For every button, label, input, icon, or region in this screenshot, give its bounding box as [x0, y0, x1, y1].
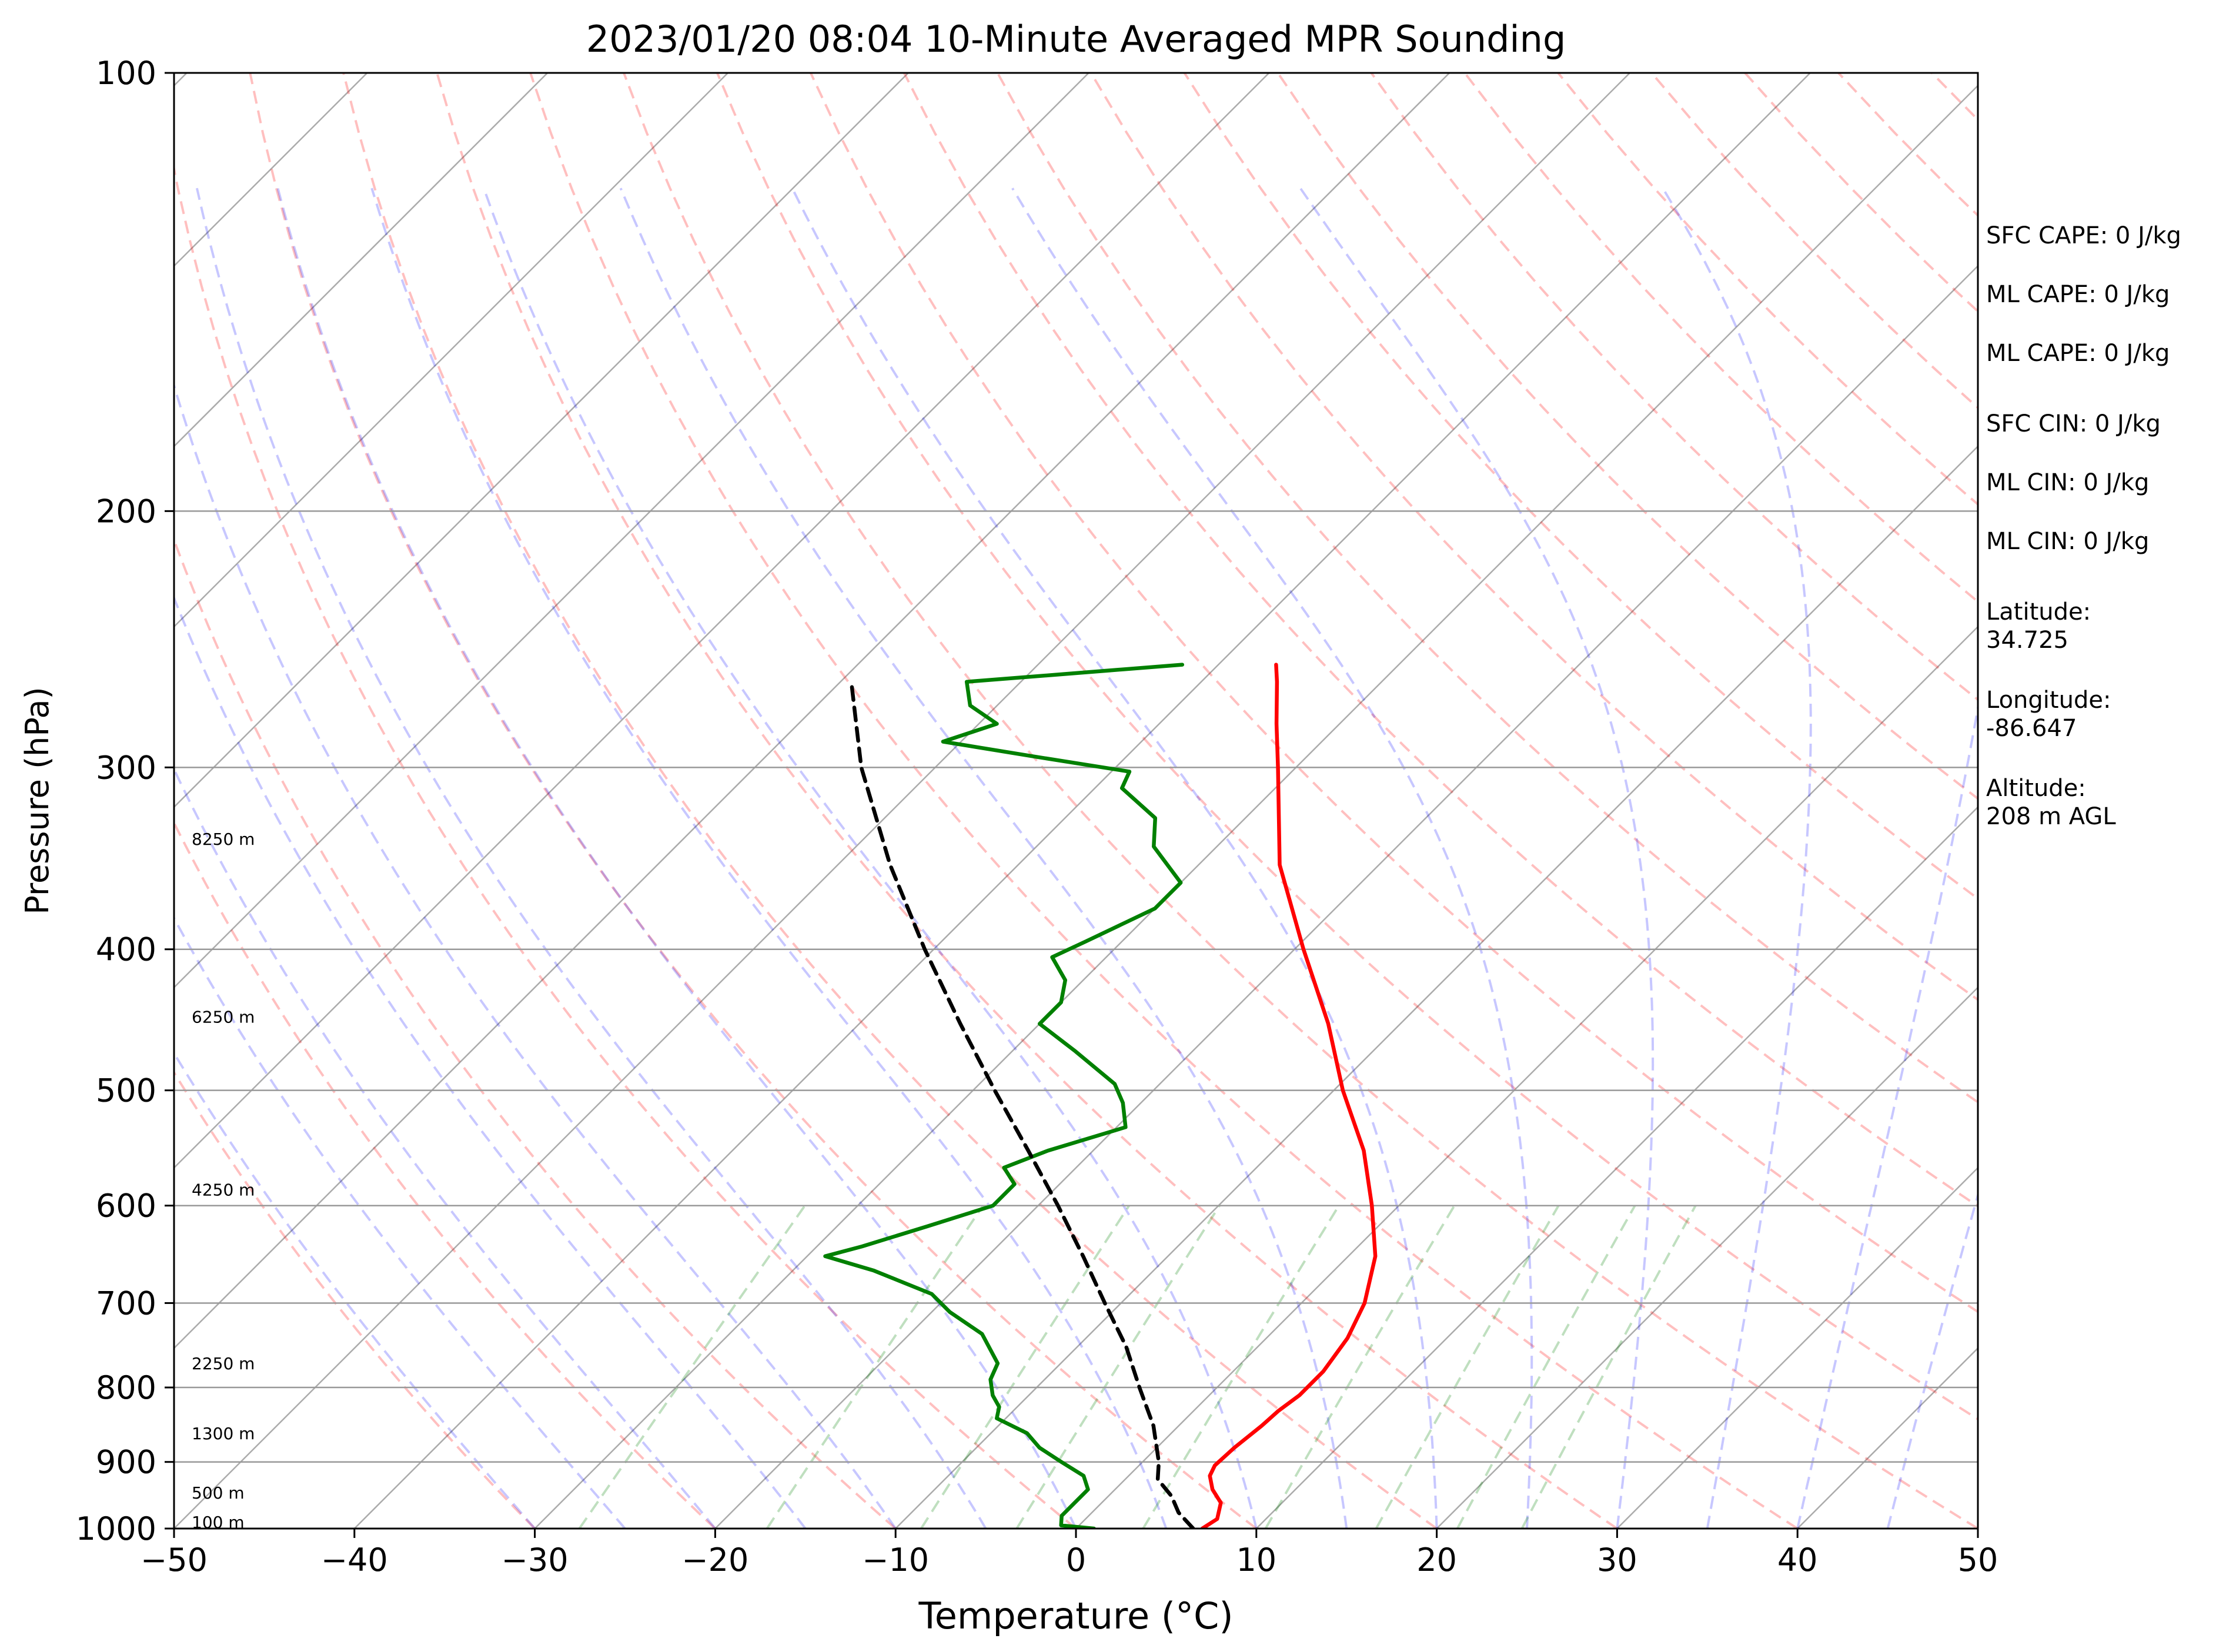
y-tick-label: 1000: [76, 1510, 156, 1547]
y-tick-label: 500: [96, 1072, 156, 1109]
info-entry: ML CAPE: 0 J/kg: [1986, 281, 2170, 308]
temperature-trace: [1200, 663, 1378, 1529]
pressure-gridlines: [174, 73, 1978, 1529]
moist-adiabat-line: [619, 188, 1348, 1529]
info-entry: SFC CAPE: 0 J/kg: [1986, 222, 2181, 249]
dry-adiabat-line: [903, 73, 1978, 1208]
dry-adiabat-line: [174, 536, 897, 1529]
info-entry: ML CIN: 0 J/kg: [1986, 469, 2149, 496]
isotherm-line: [714, 265, 1978, 1529]
height-label: 8250 m: [192, 830, 255, 849]
y-tick-label: 600: [96, 1188, 156, 1225]
moist-adiabat-line: [174, 915, 626, 1529]
dry-adiabat-line: [716, 73, 1978, 1421]
dry-adiabat-line: [342, 73, 1438, 1529]
height-label: 500 m: [192, 1483, 245, 1503]
parcel-trace: [849, 680, 1195, 1529]
moist-adiabat-line: [174, 594, 807, 1529]
isotherm-line: [895, 445, 1978, 1529]
height-label: 6250 m: [192, 1007, 255, 1026]
height-label: 100 m: [192, 1513, 245, 1532]
dry-adiabat-line: [1183, 73, 1978, 901]
y-tick-label: 900: [96, 1444, 156, 1481]
dry-adiabat-line: [174, 163, 1077, 1529]
dry-adiabat-line: [623, 73, 1978, 1529]
height-labels: 100 m 500 m 1300 m 2250 m 4250 m 6250 m 8250 m: [192, 830, 255, 1532]
moist-adiabat-line: [276, 188, 1077, 1529]
x-axis-label: Temperature (°C): [918, 1594, 1233, 1637]
moist-adiabat-line: [1886, 1190, 1978, 1529]
isotherm-line: [174, 73, 1630, 1529]
dewpoint-trace: [823, 663, 1185, 1529]
height-label: 1300 m: [192, 1424, 255, 1443]
x-tick-label: −40: [321, 1541, 388, 1579]
info-entry: Longitude: -86.647: [1986, 687, 2111, 742]
info-entry: ML CAPE: 0 J/kg: [1986, 340, 2170, 367]
y-tick-label: 400: [96, 931, 156, 968]
moist-adiabat-line: [791, 188, 1438, 1529]
x-tick-label: −10: [862, 1541, 929, 1579]
dry-adiabat-line: [529, 73, 1799, 1529]
info-entry: Latitude: 34.725: [1986, 598, 2091, 654]
dry-adiabat-line: [174, 1070, 536, 1529]
y-axis-ticks: 100 200 300 400 500 600 700 800 900 1000: [76, 55, 174, 1547]
moist-adiabat-line: [482, 188, 1258, 1529]
sounding-traces: [823, 663, 1378, 1529]
info-entry: Altitude: 208 m AGL: [1986, 775, 2116, 830]
isotherm-line: [174, 73, 549, 447]
isotherm-line: [1436, 986, 1978, 1529]
y-tick-label: 200: [96, 493, 156, 530]
dry-adiabat-line: [436, 73, 1618, 1529]
dry-adiabat-line: [809, 73, 1978, 1313]
x-tick-label: 40: [1777, 1541, 1818, 1579]
y-tick-label: 100: [96, 55, 156, 92]
isotherm-line: [174, 73, 909, 808]
isotherm-line: [174, 73, 1450, 1349]
info-entry: ML CIN: 0 J/kg: [1986, 528, 2149, 555]
info-entry: SFC CIN: 0 J/kg: [1986, 410, 2161, 437]
isotherm-line: [174, 73, 1089, 989]
isotherm-line: [1255, 806, 1978, 1529]
isotherm-line: [1616, 1166, 1978, 1529]
x-axis-ticks: −50 −40 −30 −20 −10 0 10 20 30 40 50: [141, 1529, 1998, 1579]
dry-adiabat-line: [249, 73, 1258, 1529]
dry-adiabat-line: [1370, 73, 1978, 701]
x-tick-label: 50: [1958, 1541, 1998, 1579]
moist-adiabat-line: [1662, 188, 1812, 1529]
moist-adiabat-line: [1796, 701, 1978, 1529]
x-tick-label: −30: [502, 1541, 569, 1579]
moist-adiabat-line: [1011, 188, 1533, 1529]
height-label: 2250 m: [192, 1354, 255, 1373]
isotherm-line: [1075, 626, 1978, 1529]
moist-adiabat-line: [174, 767, 716, 1529]
y-tick-label: 700: [96, 1285, 156, 1322]
mixing-ratio-line: [1520, 1205, 1697, 1529]
isotherm-line: [174, 73, 728, 628]
moist-adiabat-line: [174, 382, 897, 1529]
y-tick-label: 800: [96, 1369, 156, 1406]
moist-adiabat-line: [174, 1051, 536, 1529]
chart-title: 2023/01/20 08:04 10-Minute Averaged MPR …: [586, 18, 1566, 61]
moist-adiabat-line: [370, 188, 1168, 1529]
x-tick-label: 10: [1236, 1541, 1276, 1579]
y-axis-label: Pressure (hPa): [19, 687, 56, 914]
isotherm-line: [353, 73, 1811, 1529]
x-tick-label: 30: [1597, 1541, 1637, 1579]
moist-adiabat-line: [195, 188, 987, 1529]
dry-adiabat-line: [996, 73, 1978, 1104]
y-tick-label: 300: [96, 749, 156, 786]
height-label: 4250 m: [192, 1180, 255, 1199]
sounding-info-panel: SFC CAPE: 0 J/kg ML CAPE: 0 J/kg ML CAPE: …: [1986, 222, 2181, 830]
moist-adiabat-line: [1299, 187, 1655, 1529]
dry-adiabat-line: [174, 820, 716, 1529]
thermo-background-lines: [174, 73, 1978, 1529]
x-tick-label: −50: [141, 1541, 208, 1579]
isotherm-line: [534, 84, 1978, 1529]
x-tick-label: −20: [681, 1541, 748, 1579]
x-tick-label: 20: [1416, 1541, 1457, 1579]
x-tick-label: 0: [1066, 1541, 1086, 1579]
isotherm-line: [174, 73, 1270, 1169]
